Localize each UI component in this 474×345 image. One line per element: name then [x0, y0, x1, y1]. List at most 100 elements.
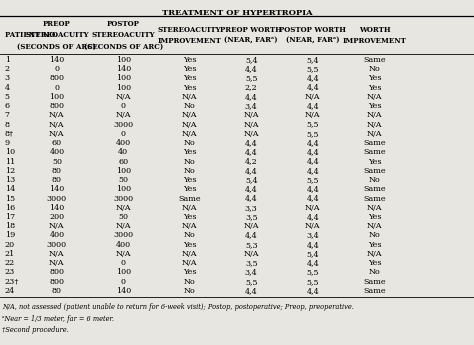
Text: 5,4: 5,4	[245, 56, 257, 64]
Text: (NEAR, FARᵃ): (NEAR, FARᵃ)	[286, 37, 339, 45]
Text: STEREOACUITY: STEREOACUITY	[25, 31, 89, 39]
Text: IMPROVEMENT: IMPROVEMENT	[343, 37, 406, 45]
Text: 4,4: 4,4	[245, 195, 257, 203]
Text: 100: 100	[116, 56, 131, 64]
Text: No: No	[369, 231, 380, 239]
Text: N/A: N/A	[305, 111, 320, 119]
Text: 0: 0	[121, 259, 126, 267]
Text: 4,4: 4,4	[245, 148, 257, 156]
Text: 60: 60	[52, 139, 62, 147]
Text: N/A: N/A	[367, 111, 382, 119]
Text: 800: 800	[49, 278, 64, 286]
Text: 4,4: 4,4	[245, 93, 257, 101]
Text: No: No	[369, 268, 380, 276]
Text: No: No	[184, 287, 195, 295]
Text: 4,4: 4,4	[307, 139, 319, 147]
Text: 80: 80	[52, 167, 62, 175]
Text: 9: 9	[5, 139, 10, 147]
Text: 140: 140	[49, 185, 64, 193]
Text: 3,5: 3,5	[245, 213, 257, 221]
Text: N/A: N/A	[244, 111, 259, 119]
Text: N/A: N/A	[182, 222, 197, 230]
Text: 23: 23	[5, 268, 15, 276]
Text: 3,4: 3,4	[245, 102, 257, 110]
Text: 80: 80	[52, 287, 62, 295]
Text: Yes: Yes	[368, 74, 381, 82]
Text: N/A: N/A	[116, 111, 131, 119]
Text: 15: 15	[5, 195, 15, 203]
Text: (NEAR, FARᵃ): (NEAR, FARᵃ)	[225, 37, 278, 45]
Text: 5,4: 5,4	[245, 176, 257, 184]
Text: N/A: N/A	[244, 120, 259, 129]
Text: 140: 140	[49, 56, 64, 64]
Text: STEREOACUITY: STEREOACUITY	[158, 26, 221, 34]
Text: PATIENT NO.: PATIENT NO.	[5, 31, 57, 39]
Text: 3,3: 3,3	[245, 204, 257, 212]
Text: Yes: Yes	[183, 74, 196, 82]
Text: Yes: Yes	[368, 83, 381, 91]
Text: Yes: Yes	[368, 241, 381, 249]
Text: Same: Same	[363, 56, 386, 64]
Text: 100: 100	[116, 74, 131, 82]
Text: 17: 17	[5, 213, 15, 221]
Text: 11: 11	[5, 158, 15, 166]
Text: 10: 10	[5, 148, 15, 156]
Text: 100: 100	[116, 268, 131, 276]
Text: 4,4: 4,4	[307, 158, 319, 166]
Text: 5,5: 5,5	[307, 176, 319, 184]
Text: 800: 800	[49, 268, 64, 276]
Text: 3000: 3000	[113, 231, 133, 239]
Text: Same: Same	[363, 287, 386, 295]
Text: 800: 800	[49, 74, 64, 82]
Text: ᵃNear = 1/3 meter, far = 6 meter.: ᵃNear = 1/3 meter, far = 6 meter.	[2, 315, 114, 323]
Text: WORTH: WORTH	[359, 26, 390, 34]
Text: Same: Same	[363, 148, 386, 156]
Text: N/A: N/A	[182, 120, 197, 129]
Text: 100: 100	[49, 93, 64, 101]
Text: 5,4: 5,4	[307, 250, 319, 258]
Text: No: No	[184, 167, 195, 175]
Text: 5,5: 5,5	[307, 130, 319, 138]
Text: 20: 20	[5, 241, 15, 249]
Text: No: No	[184, 278, 195, 286]
Text: No: No	[184, 158, 195, 166]
Text: 5,4: 5,4	[307, 56, 319, 64]
Text: 50: 50	[118, 176, 128, 184]
Text: 3,4: 3,4	[307, 231, 319, 239]
Text: 40: 40	[118, 148, 128, 156]
Text: 5,5: 5,5	[307, 65, 319, 73]
Text: 4,4: 4,4	[307, 241, 319, 249]
Text: 4: 4	[5, 83, 10, 91]
Text: 0: 0	[55, 65, 59, 73]
Text: Yes: Yes	[183, 65, 196, 73]
Text: 3000: 3000	[47, 195, 67, 203]
Text: 140: 140	[116, 287, 131, 295]
Text: 4,4: 4,4	[245, 287, 257, 295]
Text: 2: 2	[5, 65, 10, 73]
Text: PREOP: PREOP	[43, 20, 71, 28]
Text: 3000: 3000	[113, 120, 133, 129]
Text: 80: 80	[52, 176, 62, 184]
Text: N/A: N/A	[182, 111, 197, 119]
Text: No: No	[369, 176, 380, 184]
Text: 4,4: 4,4	[307, 259, 319, 267]
Text: N/A: N/A	[367, 250, 382, 258]
Text: STEREOACUITY: STEREOACUITY	[91, 31, 155, 39]
Text: Same: Same	[363, 278, 386, 286]
Text: 5,5: 5,5	[307, 278, 319, 286]
Text: N/A: N/A	[182, 130, 197, 138]
Text: 50: 50	[52, 158, 62, 166]
Text: Yes: Yes	[368, 213, 381, 221]
Text: 5,5: 5,5	[307, 268, 319, 276]
Text: Yes: Yes	[183, 148, 196, 156]
Text: N/A: N/A	[244, 130, 259, 138]
Text: N/A: N/A	[182, 250, 197, 258]
Text: 5: 5	[5, 93, 10, 101]
Text: 3000: 3000	[47, 241, 67, 249]
Text: 140: 140	[49, 204, 64, 212]
Text: 5,3: 5,3	[245, 241, 257, 249]
Text: N/A: N/A	[182, 259, 197, 267]
Text: 4,4: 4,4	[245, 65, 257, 73]
Text: 7: 7	[5, 111, 10, 119]
Text: 4,4: 4,4	[307, 148, 319, 156]
